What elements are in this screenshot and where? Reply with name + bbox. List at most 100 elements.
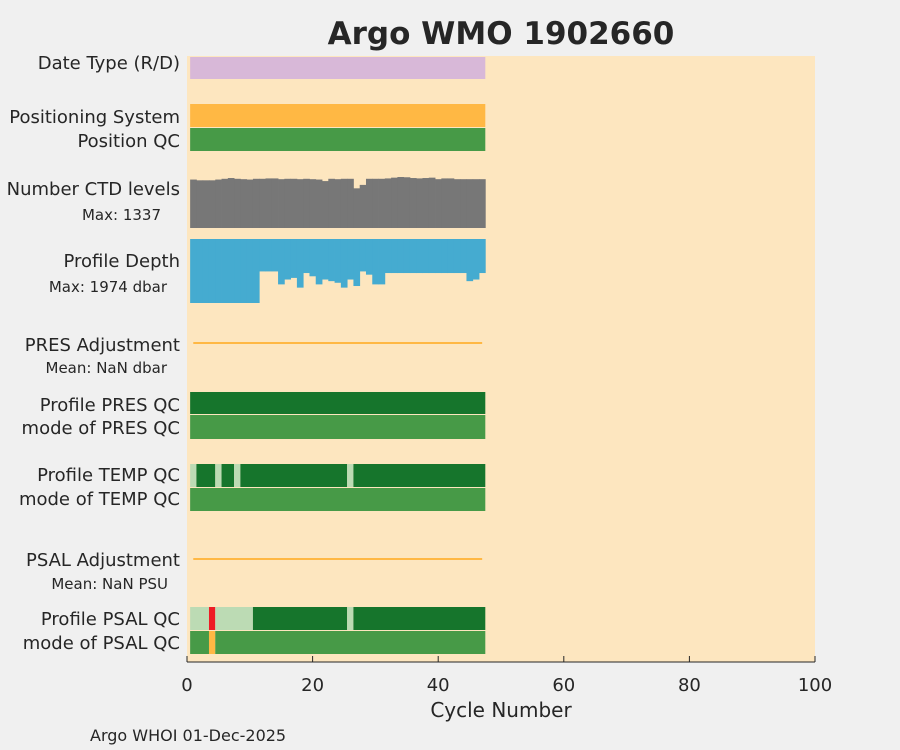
ctd-levels-bar <box>215 179 222 228</box>
ctd-levels-bar <box>447 178 455 228</box>
profile-depth-bar <box>240 239 248 303</box>
profile-depth-bar <box>284 239 292 280</box>
profile-depth-bar <box>397 239 405 274</box>
ctd-levels-bar <box>303 178 310 228</box>
row-label-position-qc: Position QC <box>77 131 180 152</box>
profile-psal-qc-segment <box>190 607 209 630</box>
ctd-levels-bar <box>460 179 467 228</box>
profile-depth-bar <box>296 239 304 288</box>
ctd-levels-bar <box>246 179 254 228</box>
profile-psal-qc-segment <box>215 607 253 630</box>
chart-title: Argo WMO 1902660 <box>328 16 675 52</box>
profile-depth-bar <box>347 239 354 280</box>
ctd-levels-bar <box>391 177 398 228</box>
ctd-levels-bar <box>328 178 335 228</box>
ctd-levels-bar <box>227 178 235 228</box>
profile-depth-bar <box>428 239 436 274</box>
profile-depth-bar <box>460 239 467 274</box>
x-tick-label: 60 <box>552 675 575 696</box>
profile-temp-qc-segment <box>353 464 486 487</box>
profile-depth-bar <box>472 239 480 280</box>
mode-temp-qc-segment <box>190 488 486 511</box>
row-label-ctd-levels: Number CTD levels <box>7 179 180 200</box>
profile-depth-bar <box>441 239 449 274</box>
profile-depth-bar <box>378 239 386 285</box>
ctd-levels-bar <box>365 178 373 228</box>
profile-depth-bar <box>403 239 411 274</box>
ctd-levels-bar <box>265 178 273 228</box>
profile-temp-qc-segment <box>240 464 348 487</box>
footer-credit: Argo WHOI 01-Dec-2025 <box>90 726 286 745</box>
mode-psal-qc-segment <box>215 631 486 654</box>
profile-depth-bar <box>271 239 279 272</box>
ctd-levels-bar <box>252 178 260 228</box>
profile-psal-qc-segment <box>347 607 354 630</box>
row-label-profile-psal-qc: Profile PSAL QC <box>41 609 180 630</box>
row-label-profile-pres-qc: Profile PRES QC <box>40 395 180 416</box>
profile-depth-bar <box>409 239 417 274</box>
profile-depth-bar <box>196 239 204 303</box>
ctd-levels-bar <box>278 179 285 228</box>
ctd-levels-bar <box>296 179 304 228</box>
ctd-levels-bar <box>479 179 486 228</box>
profile-temp-qc-segment <box>215 464 222 487</box>
profile-depth-bar <box>447 239 455 274</box>
ctd-levels-bar <box>397 177 405 228</box>
profile-temp-qc-segment <box>347 464 354 487</box>
profile-depth-bar <box>221 239 229 303</box>
ctd-levels-bar <box>221 178 229 228</box>
profile-depth-bar <box>466 239 474 282</box>
ctd-levels-bar <box>453 179 461 228</box>
profile-depth-bar <box>252 239 260 303</box>
x-tick-label: 100 <box>798 675 832 696</box>
profile-depth-bar <box>246 239 254 303</box>
ctd-levels-bar <box>334 179 342 228</box>
profile-depth-bar <box>453 239 461 274</box>
profile-depth-bar <box>315 239 323 285</box>
profile-depth-bar <box>340 239 348 288</box>
profile-depth-bar <box>422 239 430 274</box>
ctd-levels-bar <box>309 179 317 228</box>
profile-temp-qc-segment <box>190 464 197 487</box>
ctd-levels-bar <box>315 179 323 228</box>
ctd-levels-bar <box>384 178 392 228</box>
ctd-levels-bar <box>284 178 292 228</box>
profile-depth-bar <box>435 239 442 274</box>
positioning-system-bar <box>190 104 486 127</box>
profile-depth-bar <box>234 239 241 303</box>
ctd-levels-bar <box>259 178 266 228</box>
profile-depth-bar <box>353 239 361 287</box>
profile-depth-bar <box>391 239 398 274</box>
ctd-levels-bar <box>322 181 329 228</box>
ctd-levels-bar <box>290 178 298 228</box>
ctd-levels-bar <box>347 178 354 228</box>
row-label-mode-psal-qc: mode of PSAL QC <box>23 633 180 654</box>
ctd-levels-bar <box>416 178 423 228</box>
ctd-levels-bar <box>403 177 411 228</box>
profile-depth-bar <box>202 239 210 303</box>
plot-area <box>187 56 815 662</box>
ctd-levels-bar <box>409 178 417 228</box>
profile-depth-bar <box>278 239 285 285</box>
ctd-levels-bar <box>378 178 386 228</box>
profile-temp-qc-segment <box>221 464 235 487</box>
mode-psal-qc-segment <box>208 631 216 654</box>
mode-psal-qc-segment <box>190 631 209 654</box>
ctd-levels-bar <box>271 178 279 228</box>
ctd-levels-bar <box>441 178 449 228</box>
row-label-profile-temp-qc: Profile TEMP QC <box>37 465 180 486</box>
x-tick-label: 20 <box>301 675 324 696</box>
row-label-mode-temp-qc: mode of TEMP QC <box>19 489 180 510</box>
profile-depth-bar <box>303 239 310 274</box>
ctd-levels-bar <box>208 180 216 228</box>
profile-depth-bar <box>365 239 373 275</box>
profile-depth-bar <box>372 239 379 285</box>
row-label-profile-depth: Profile Depth <box>63 251 180 272</box>
profile-depth-bar <box>309 239 317 277</box>
ctd-levels-bar <box>359 184 367 228</box>
psal-adjustment-mean-label: Mean: NaN PSU <box>51 575 168 593</box>
ctd-levels-bar <box>435 179 442 228</box>
ctd-levels-bar <box>240 179 248 228</box>
